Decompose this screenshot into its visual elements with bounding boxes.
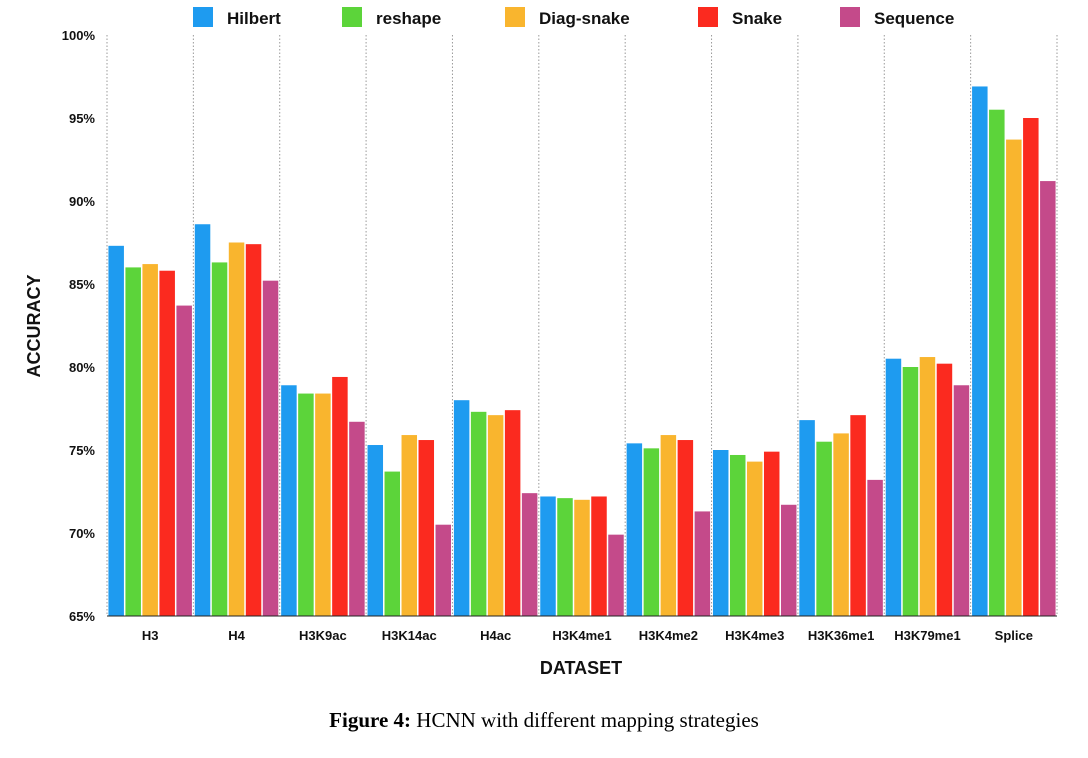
bar-reshape-h3k14ac [384, 471, 401, 616]
bar-sequence-h3k4me2 [694, 511, 711, 616]
y-tick-label: 80% [69, 360, 95, 375]
bar-snake-h3k4me2 [677, 440, 694, 616]
bar-hilbert-h3k4me3 [712, 450, 729, 616]
bar-sequence-h4ac [521, 493, 538, 616]
legend-swatch-sequence [840, 7, 860, 27]
bar-sequence-h3k9ac [349, 421, 365, 616]
bar-hilbert-h3 [108, 245, 124, 616]
x-tick-label: H3K9ac [299, 628, 347, 643]
bar-diag-snake-h4 [228, 242, 245, 616]
bar-reshape-h3k36me1 [816, 441, 832, 616]
bar-sequence-h3k4me3 [780, 504, 797, 616]
x-tick-label: H3 [142, 628, 159, 643]
bar-reshape-h3 [125, 267, 141, 616]
bar-diag-snake-h4ac [487, 415, 504, 616]
x-axis-title: DATASET [540, 658, 622, 678]
bar-hilbert-h3k4me2 [626, 443, 643, 616]
y-tick-label: 75% [69, 443, 95, 458]
figure-caption-text: HCNN with different mapping strategies [416, 708, 759, 732]
x-tick-label: H4ac [480, 628, 511, 643]
bar-diag-snake-h3k4me1 [574, 499, 590, 616]
bar-sequence-h3k36me1 [867, 479, 883, 616]
y-tick-label: 70% [69, 526, 95, 541]
bar-reshape-h3k4me3 [729, 454, 746, 616]
bar-snake-h3k4me3 [763, 451, 780, 616]
x-tick-label: H3K4me2 [639, 628, 698, 643]
y-axis-ticks: 65% 70% 75% 80% 85% 90% 95% 100% [62, 28, 96, 624]
bar-chart: 65% 70% 75% 80% 85% 90% 95% 100% H3 H4 H3K9ac H3K1… [24, 7, 1058, 678]
bar-hilbert-h3k4me1 [540, 496, 556, 616]
bar-diag-snake-h3k4me3 [746, 461, 763, 616]
bar-hilbert-h4ac [453, 400, 470, 616]
bar-diag-snake-h3 [142, 264, 158, 616]
x-tick-label: H3K79me1 [894, 628, 961, 643]
bar-diag-snake-splice [1006, 139, 1022, 616]
bar-snake-h3k9ac [332, 376, 348, 616]
x-tick-label: H3K14ac [382, 628, 437, 643]
bar-snake-h3 [159, 270, 175, 616]
x-tick-label: H3K4me1 [552, 628, 611, 643]
y-axis-title: ACCURACY [24, 275, 44, 378]
figure-caption-label: Figure 4: [329, 708, 412, 732]
bar-sequence-h3k4me1 [608, 534, 624, 616]
legend-label: Sequence [874, 9, 954, 28]
bar-snake-h3k4me1 [591, 496, 607, 616]
legend-label: reshape [376, 9, 441, 28]
bar-sequence-splice [1040, 181, 1056, 616]
bar-sequence-h3k79me1 [953, 385, 970, 616]
bar-hilbert-splice [972, 86, 988, 616]
figure-caption: Figure 4: HCNN with different mapping st… [0, 708, 1088, 733]
bar-sequence-h3 [176, 305, 192, 616]
bar-hilbert-h3k14ac [367, 445, 384, 616]
legend-swatch-diag-snake [505, 7, 525, 27]
chart-bars [108, 86, 1056, 617]
bar-hilbert-h3k79me1 [885, 358, 902, 616]
bar-sequence-h4 [262, 280, 279, 616]
x-tick-label: H3K36me1 [808, 628, 875, 643]
bar-sequence-h3k14ac [435, 524, 452, 616]
bar-snake-h3k14ac [418, 440, 435, 616]
y-tick-label: 90% [69, 194, 95, 209]
bar-snake-splice [1023, 118, 1039, 616]
bar-snake-h4ac [504, 410, 521, 616]
legend-label: Snake [732, 9, 782, 28]
bar-hilbert-h4 [194, 224, 211, 617]
bar-hilbert-h3k36me1 [799, 420, 815, 616]
bar-snake-h4 [245, 244, 262, 616]
bar-hilbert-h3k9ac [281, 385, 297, 616]
bar-reshape-h3k4me2 [643, 448, 660, 616]
y-tick-label: 65% [69, 609, 95, 624]
bar-snake-h3k36me1 [850, 415, 866, 616]
bar-reshape-h3k9ac [298, 393, 314, 616]
bar-reshape-h4ac [470, 411, 487, 616]
bar-diag-snake-h3k79me1 [919, 357, 936, 616]
y-tick-label: 95% [69, 111, 95, 126]
chart-legend: Hilbert reshape Diag-snake Snake Sequence [193, 7, 954, 28]
y-tick-label: 100% [62, 28, 96, 43]
bar-reshape-h3k79me1 [902, 367, 919, 616]
legend-label: Diag-snake [539, 9, 630, 28]
chart-grid [106, 35, 1058, 616]
legend-swatch-reshape [342, 7, 362, 27]
bar-snake-h3k79me1 [936, 363, 953, 616]
x-axis-ticks: H3 H4 H3K9ac H3K14ac H4ac H3K4me1 H3K4me2 H3K4m… [142, 628, 1033, 643]
bar-diag-snake-h3k4me2 [660, 435, 677, 616]
x-tick-label: Splice [995, 628, 1033, 643]
x-tick-label: H3K4me3 [725, 628, 784, 643]
y-tick-label: 85% [69, 277, 95, 292]
bar-diag-snake-h3k36me1 [833, 433, 849, 616]
bar-diag-snake-h3k14ac [401, 435, 418, 616]
legend-label: Hilbert [227, 9, 281, 28]
bar-reshape-splice [989, 109, 1005, 616]
bar-diag-snake-h3k9ac [315, 393, 331, 616]
legend-swatch-snake [698, 7, 718, 27]
legend-swatch-hilbert [193, 7, 213, 27]
bar-reshape-h3k4me1 [557, 498, 573, 616]
x-tick-label: H4 [228, 628, 245, 643]
bar-reshape-h4 [211, 262, 228, 616]
